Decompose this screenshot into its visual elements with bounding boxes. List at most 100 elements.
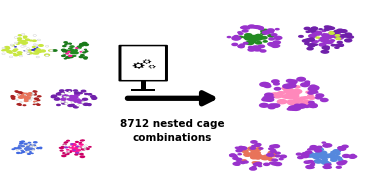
Circle shape <box>20 145 25 147</box>
Circle shape <box>272 40 281 45</box>
Circle shape <box>16 43 20 45</box>
Circle shape <box>321 33 328 37</box>
Circle shape <box>74 153 78 156</box>
Circle shape <box>13 48 19 51</box>
Circle shape <box>324 155 329 157</box>
Circle shape <box>62 45 67 47</box>
Circle shape <box>323 165 330 169</box>
Circle shape <box>237 31 243 34</box>
Circle shape <box>73 55 77 57</box>
Circle shape <box>61 93 65 95</box>
Circle shape <box>320 98 329 102</box>
Circle shape <box>76 145 79 147</box>
Circle shape <box>25 96 31 99</box>
Text: 8712 nested cage: 8712 nested cage <box>120 119 225 129</box>
Circle shape <box>322 36 331 40</box>
Circle shape <box>244 36 254 41</box>
Circle shape <box>27 153 31 155</box>
Circle shape <box>324 25 330 28</box>
Circle shape <box>35 146 37 147</box>
Circle shape <box>68 95 76 98</box>
Circle shape <box>265 155 272 159</box>
Circle shape <box>322 159 328 162</box>
Circle shape <box>313 152 323 157</box>
Circle shape <box>25 149 30 151</box>
Circle shape <box>335 33 342 37</box>
Circle shape <box>244 33 251 37</box>
Circle shape <box>26 53 30 54</box>
Circle shape <box>321 46 330 50</box>
Circle shape <box>291 94 298 98</box>
Circle shape <box>11 44 15 46</box>
Circle shape <box>302 96 310 100</box>
Circle shape <box>84 148 87 150</box>
Circle shape <box>65 152 67 153</box>
Circle shape <box>27 151 29 152</box>
Circle shape <box>323 37 329 40</box>
Circle shape <box>38 44 44 47</box>
Circle shape <box>65 56 71 59</box>
Circle shape <box>313 40 319 43</box>
Circle shape <box>305 91 312 94</box>
Circle shape <box>73 100 78 103</box>
Circle shape <box>350 154 355 156</box>
Circle shape <box>71 148 75 149</box>
Circle shape <box>304 43 309 45</box>
Circle shape <box>64 58 67 60</box>
Circle shape <box>239 146 247 150</box>
Circle shape <box>274 36 281 40</box>
Circle shape <box>307 38 315 42</box>
Circle shape <box>258 147 264 150</box>
Circle shape <box>17 41 23 44</box>
Circle shape <box>311 41 317 43</box>
Circle shape <box>39 50 42 52</box>
Circle shape <box>70 48 74 51</box>
Circle shape <box>35 48 40 50</box>
Circle shape <box>265 97 275 102</box>
Circle shape <box>69 49 75 52</box>
Circle shape <box>85 145 87 146</box>
Circle shape <box>288 93 299 98</box>
Circle shape <box>29 40 33 42</box>
Circle shape <box>45 55 49 57</box>
Circle shape <box>32 52 36 55</box>
Circle shape <box>331 31 340 35</box>
Circle shape <box>78 92 83 94</box>
Circle shape <box>316 148 324 151</box>
Circle shape <box>31 148 35 150</box>
Circle shape <box>245 40 254 45</box>
Circle shape <box>233 35 239 38</box>
Circle shape <box>64 43 69 46</box>
Circle shape <box>33 101 38 103</box>
Circle shape <box>292 89 302 94</box>
Circle shape <box>267 105 276 109</box>
Circle shape <box>67 104 74 107</box>
Circle shape <box>238 36 243 38</box>
Circle shape <box>333 33 340 36</box>
Circle shape <box>29 151 31 152</box>
Circle shape <box>312 91 318 94</box>
Circle shape <box>251 145 257 147</box>
Circle shape <box>294 104 301 107</box>
Circle shape <box>33 48 36 50</box>
Circle shape <box>308 34 317 38</box>
Circle shape <box>36 56 39 58</box>
Circle shape <box>267 34 275 38</box>
Circle shape <box>323 143 333 148</box>
Circle shape <box>231 36 240 40</box>
Circle shape <box>334 29 340 33</box>
Circle shape <box>282 84 293 89</box>
Circle shape <box>310 166 315 169</box>
Circle shape <box>37 104 40 106</box>
Circle shape <box>315 93 324 98</box>
Circle shape <box>54 98 60 101</box>
Circle shape <box>9 56 13 58</box>
Circle shape <box>74 51 78 53</box>
Circle shape <box>25 39 29 41</box>
Circle shape <box>323 144 330 147</box>
Circle shape <box>28 99 32 101</box>
Circle shape <box>297 103 307 108</box>
Circle shape <box>10 95 14 97</box>
Circle shape <box>274 146 279 148</box>
Circle shape <box>307 43 316 47</box>
